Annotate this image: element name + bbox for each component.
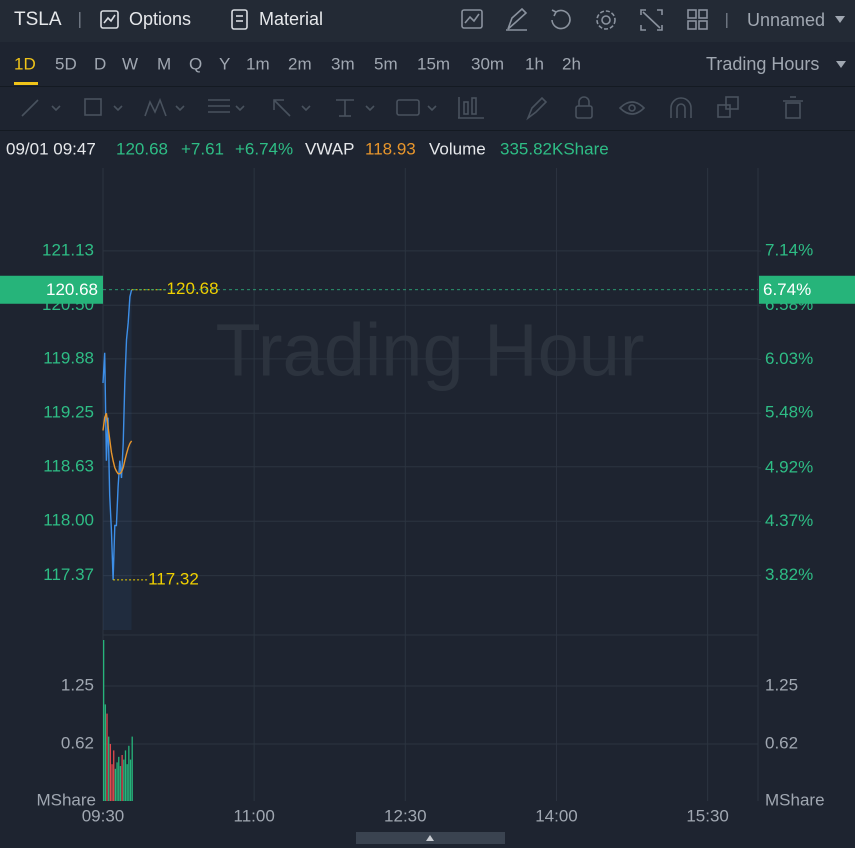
timeframe[interactable]: 3m bbox=[331, 54, 355, 73]
volume-bar bbox=[109, 743, 112, 801]
volume-bar bbox=[128, 745, 130, 801]
last-price-label: 120.68 bbox=[46, 280, 98, 299]
y-tick-label: 117.37 bbox=[43, 565, 94, 584]
y2-tick-label: 4.92% bbox=[765, 457, 813, 476]
annotation-label: 120.68 bbox=[167, 279, 219, 298]
y-tick-label: 1.25 bbox=[765, 675, 798, 694]
active-underline bbox=[14, 82, 38, 85]
y-tick-label: 118.63 bbox=[43, 456, 94, 475]
timeframe[interactable]: W bbox=[122, 54, 138, 73]
volume-bar bbox=[126, 764, 128, 801]
separator bbox=[0, 130, 855, 131]
timeframe[interactable]: 15m bbox=[417, 54, 450, 73]
y2-tick-label: 7.14% bbox=[765, 241, 813, 260]
last-price-tag bbox=[0, 275, 103, 304]
watermark: Trading Hour bbox=[215, 309, 644, 392]
options-icon bbox=[100, 10, 119, 29]
volume-bar bbox=[131, 736, 133, 801]
scroll-arrow[interactable] bbox=[426, 835, 434, 841]
timeframe[interactable]: 2m bbox=[288, 54, 312, 73]
timeframe[interactable]: 2h bbox=[562, 54, 581, 73]
volume-bar bbox=[116, 762, 118, 801]
y-tick-label: 0.62 bbox=[765, 733, 798, 752]
quote-change: +7.61 bbox=[181, 139, 224, 158]
volume-bar bbox=[118, 756, 120, 801]
volume-bar bbox=[108, 736, 110, 801]
separator bbox=[0, 86, 855, 87]
plot: 09:30 11:00 12:30 14:00 15:30121.13120.50119… bbox=[0, 168, 855, 825]
volume-bar bbox=[123, 759, 125, 801]
vwap-value: 118.93 bbox=[365, 139, 416, 158]
x-tick-label: 14:00 bbox=[535, 806, 578, 825]
x-tick-label: 15:30 bbox=[686, 806, 729, 825]
timeframe[interactable]: M bbox=[157, 54, 171, 73]
volume-bar bbox=[103, 640, 105, 801]
timeframe[interactable]: 5D bbox=[55, 54, 77, 73]
x-tick-label: 09:30 bbox=[82, 806, 125, 825]
volume-value: 335.82KShare bbox=[500, 139, 609, 158]
timeframe[interactable]: Q bbox=[189, 54, 202, 73]
y-tick-label: 118.00 bbox=[43, 511, 94, 530]
x-tick-label: 12:30 bbox=[384, 806, 427, 825]
timeframe[interactable]: 1h bbox=[525, 54, 544, 73]
volume-bar bbox=[106, 713, 108, 801]
volume-bar bbox=[119, 766, 122, 801]
y2-tick-label: 6.03% bbox=[765, 349, 813, 368]
x-tick-label: 11:00 bbox=[234, 806, 275, 825]
y2-tick-label: 5.48% bbox=[765, 403, 813, 422]
quote-time: 09/01 09:47 bbox=[6, 139, 96, 158]
annotation-label: 117.32 bbox=[148, 569, 199, 588]
volume-bar bbox=[114, 768, 117, 801]
volume-bar bbox=[104, 704, 106, 801]
quote-line: 09/01 09:47 120.68 +7.61 +6.74% VWAP 118… bbox=[6, 139, 609, 158]
quote-price: 120.68 bbox=[116, 139, 168, 158]
volume-bar bbox=[129, 759, 132, 801]
y2-tick-label: 4.37% bbox=[765, 511, 813, 530]
volume-bar bbox=[111, 764, 113, 801]
timeframe[interactable]: 1D bbox=[14, 54, 36, 73]
y-tick-label: 119.25 bbox=[43, 403, 94, 422]
last-pct-tag bbox=[759, 275, 855, 304]
vwap-line bbox=[102, 412, 133, 475]
y2-tick-label: 3.82% bbox=[765, 565, 813, 584]
volume-label: Volume bbox=[429, 139, 486, 158]
timeframe[interactable]: 5m bbox=[374, 54, 398, 73]
timeframe-bar: 1D 5D D W M Q Y 1m 2m 3m 5m 15m 30m 1h 2h bbox=[14, 54, 581, 85]
unit-label: MShare bbox=[36, 790, 96, 809]
y-tick-label: 121.13 bbox=[42, 240, 94, 259]
quote-change-pct: +6.74% bbox=[235, 139, 293, 158]
volume-bar bbox=[124, 750, 127, 801]
vwap-label: VWAP bbox=[305, 139, 354, 158]
toolbar-icons bbox=[461, 7, 708, 31]
last-pct-label: 6.74% bbox=[763, 280, 811, 299]
volume-bar bbox=[113, 750, 115, 801]
y-tick-label: 1.25 bbox=[61, 675, 94, 694]
symbol[interactable]: TSLA bbox=[14, 9, 62, 30]
layout-name[interactable]: Unnamed bbox=[747, 10, 825, 30]
menu-material[interactable]: Material bbox=[259, 9, 323, 29]
divider bbox=[726, 13, 728, 28]
material-icon bbox=[231, 9, 248, 30]
timeframe[interactable]: D bbox=[94, 54, 106, 73]
drawing-tools bbox=[21, 96, 803, 121]
timeframe[interactable]: Y bbox=[219, 54, 230, 73]
menu-options[interactable]: Options bbox=[129, 9, 191, 29]
dropdown-arrow[interactable] bbox=[835, 16, 845, 23]
volume-bar bbox=[121, 755, 123, 801]
divider bbox=[79, 12, 81, 28]
price-area bbox=[103, 289, 132, 630]
y-tick-label: 119.88 bbox=[43, 348, 94, 367]
session[interactable]: Trading Hours bbox=[706, 54, 819, 74]
unit-label: MShare bbox=[765, 790, 825, 809]
top-bar bbox=[0, 0, 855, 42]
timeframe[interactable]: 1m bbox=[246, 54, 270, 73]
dropdown-arrow[interactable] bbox=[836, 61, 846, 68]
timeframe[interactable]: 30m bbox=[471, 54, 504, 73]
y-tick-label: 0.62 bbox=[61, 733, 94, 752]
